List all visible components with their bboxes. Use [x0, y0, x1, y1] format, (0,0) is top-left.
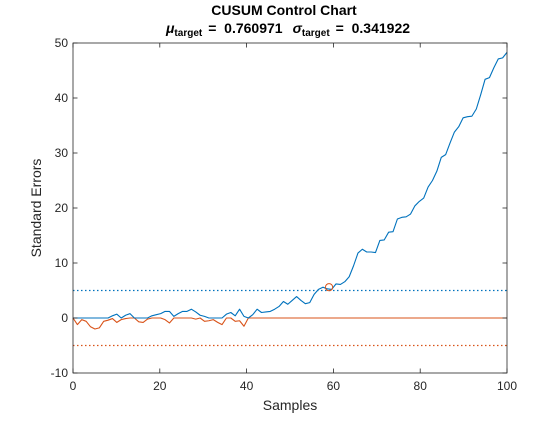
- plot-area: [72, 52, 508, 347]
- mu-value: = 0.760971: [208, 20, 283, 36]
- x-tick-label: 60: [327, 379, 341, 393]
- x-axis-label: Samples: [263, 397, 317, 413]
- x-tick-label: 80: [414, 379, 428, 393]
- y-tick-label: 10: [55, 256, 69, 270]
- chart-title: CUSUM Control Chart: [211, 2, 357, 18]
- sigma-symbol: σ: [293, 20, 303, 36]
- y-tick-label: 50: [55, 36, 69, 50]
- y-tick-label: 40: [55, 91, 69, 105]
- violation-marker: [324, 283, 334, 292]
- y-axis-label: Standard Errors: [28, 159, 44, 258]
- y-tick-label: 20: [55, 201, 69, 215]
- x-tick-label: 0: [70, 379, 77, 393]
- sigma-value: = 0.341922: [336, 20, 411, 36]
- x-tick-label: 40: [240, 379, 254, 393]
- sigma-subscript: target: [302, 28, 330, 39]
- lower-cusum-line: [72, 317, 507, 330]
- y-tick-label: -10: [51, 366, 69, 380]
- upper-cusum-line: [73, 52, 508, 319]
- x-tick-label: 100: [497, 379, 517, 393]
- mu-symbol: μ: [165, 20, 175, 36]
- mu-subscript: target: [174, 28, 202, 39]
- axes-box: [72, 42, 508, 374]
- chart-subtitle: μtarget = 0.760971 σtarget = 0.341922: [165, 20, 410, 39]
- y-tick-label: 0: [61, 311, 68, 325]
- x-tick-label: 20: [153, 379, 167, 393]
- y-tick-label: 30: [55, 146, 69, 160]
